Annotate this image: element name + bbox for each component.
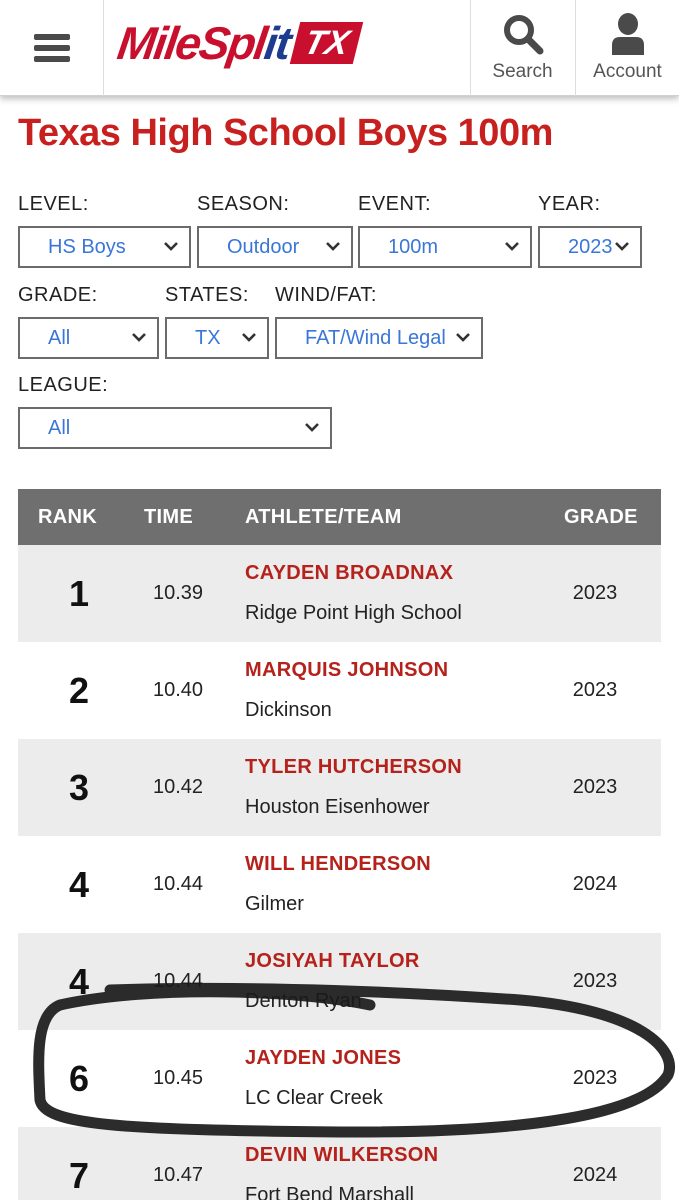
athlete-link[interactable]: CAYDEN BROADNAX — [245, 562, 454, 584]
table-row: 2 10.40 MARQUIS JOHNSON Dickinson 2023 — [18, 642, 661, 739]
rank-cell: 2 — [68, 670, 90, 711]
table-row: 4 10.44 JOSIYAH TAYLOR Denton Ryan 2023 — [18, 933, 661, 1030]
grade-cell: 2023 — [572, 1067, 618, 1089]
athlete-link[interactable]: JOSIYAH TAYLOR — [245, 950, 420, 972]
time-cell: 10.42 — [152, 776, 204, 798]
season-label: SEASON: — [197, 193, 290, 215]
table-row: 4 10.44 WILL HENDERSON Gilmer 2024 — [18, 836, 661, 933]
states-select[interactable]: TX — [165, 317, 269, 359]
col-athlete: ATHLETE/TEAM — [245, 506, 402, 528]
team-cell: Gilmer — [245, 893, 304, 915]
search-icon — [503, 15, 543, 55]
logo-wordmark: MileSplit — [114, 17, 293, 69]
time-cell: 10.44 — [152, 873, 204, 895]
season-select[interactable]: Outdoor — [197, 226, 353, 268]
account-button[interactable]: Account — [575, 0, 679, 96]
search-label: Search — [492, 61, 553, 82]
time-cell: 10.39 — [152, 582, 204, 604]
team-cell: Ridge Point High School — [245, 602, 462, 624]
athlete-link[interactable]: TYLER HUTCHERSON — [245, 756, 463, 778]
grade-cell: 2024 — [572, 873, 618, 895]
rank-cell: 7 — [68, 1155, 90, 1196]
col-grade: GRADE — [564, 506, 638, 528]
athlete-link[interactable]: MARQUIS JOHNSON — [245, 659, 449, 681]
team-cell: Denton Ryan — [245, 990, 362, 1012]
col-rank: RANK — [38, 506, 97, 528]
team-cell: Houston Eisenhower — [245, 796, 430, 818]
team-cell: LC Clear Creek — [245, 1087, 383, 1109]
athlete-link[interactable]: WILL HENDERSON — [245, 853, 432, 875]
table-row: 7 10.47 DEVIN WILKERSON Fort Bend Marsha… — [18, 1127, 661, 1200]
wind-label: WIND/FAT: — [275, 284, 377, 306]
col-time: TIME — [144, 506, 193, 528]
time-cell: 10.40 — [152, 679, 204, 701]
grade-cell: 2023 — [572, 970, 618, 992]
page-title: Texas High School Boys 100m — [18, 112, 553, 154]
level-select[interactable]: HS Boys — [18, 226, 191, 268]
rankings-table-header: RANK TIME ATHLETE/TEAM GRADE — [18, 489, 661, 545]
year-select[interactable]: 2023 — [538, 226, 642, 268]
time-cell: 10.44 — [152, 970, 204, 992]
grade-cell: 2023 — [572, 776, 618, 798]
team-cell: Dickinson — [245, 699, 332, 721]
chevron-down-icon — [164, 242, 178, 251]
grade-select[interactable]: All — [18, 317, 159, 359]
rank-cell: 1 — [68, 573, 90, 614]
grade-label: GRADE: — [18, 284, 98, 306]
level-label: LEVEL: — [18, 193, 89, 215]
top-bar: MileSplit TX Search Account — [0, 0, 679, 96]
time-cell: 10.45 — [152, 1067, 204, 1089]
event-label: EVENT: — [358, 193, 432, 215]
chevron-down-icon — [456, 333, 470, 342]
chevron-down-icon — [242, 333, 256, 342]
event-select[interactable]: 100m — [358, 226, 532, 268]
search-button[interactable]: Search — [470, 0, 574, 96]
grade-cell: 2023 — [572, 582, 618, 604]
logo-state-badge: TX — [289, 22, 364, 64]
chevron-down-icon — [132, 333, 146, 342]
user-icon — [611, 13, 644, 55]
table-row: 6 10.45 JAYDEN JONES LC Clear Creek 2023 — [18, 1030, 661, 1127]
athlete-link[interactable]: DEVIN WILKERSON — [245, 1144, 439, 1166]
chevron-down-icon — [505, 242, 519, 251]
wind-select[interactable]: FAT/Wind Legal — [275, 317, 483, 359]
rank-cell: 4 — [68, 961, 90, 1002]
chevron-down-icon — [615, 242, 629, 251]
team-cell: Fort Bend Marshall — [245, 1184, 414, 1200]
rank-cell: 4 — [68, 864, 90, 905]
hamburger-icon — [33, 34, 70, 62]
chevron-down-icon — [326, 242, 340, 251]
grade-cell: 2023 — [572, 679, 618, 701]
states-label: STATES: — [165, 284, 249, 306]
site-logo[interactable]: MileSplit TX — [114, 16, 364, 70]
time-cell: 10.47 — [152, 1164, 204, 1186]
rank-cell: 6 — [68, 1058, 90, 1099]
year-label: YEAR: — [538, 193, 601, 215]
chevron-down-icon — [305, 423, 319, 432]
league-select[interactable]: All — [18, 407, 332, 449]
table-row: 1 10.39 CAYDEN BROADNAX Ridge Point High… — [18, 545, 661, 642]
account-label: Account — [593, 61, 662, 82]
rank-cell: 3 — [68, 767, 90, 808]
athlete-link[interactable]: JAYDEN JONES — [245, 1047, 402, 1069]
grade-cell: 2024 — [572, 1164, 618, 1186]
league-label: LEAGUE: — [18, 374, 109, 396]
table-row: 3 10.42 TYLER HUTCHERSON Houston Eisenho… — [18, 739, 661, 836]
menu-button[interactable] — [0, 0, 104, 96]
